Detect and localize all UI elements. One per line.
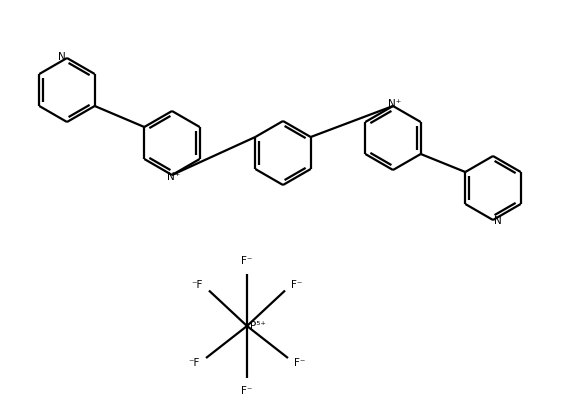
- Text: N⁺: N⁺: [388, 99, 402, 109]
- Text: F⁻: F⁻: [294, 358, 306, 368]
- Text: F⁻: F⁻: [291, 280, 302, 290]
- Text: N: N: [494, 216, 502, 226]
- Text: P⁵⁺: P⁵⁺: [250, 321, 266, 331]
- Text: N⁺: N⁺: [168, 172, 181, 182]
- Text: F⁻: F⁻: [241, 256, 253, 266]
- Text: ⁻F: ⁻F: [188, 358, 200, 368]
- Text: N: N: [58, 52, 66, 62]
- Text: F⁻: F⁻: [241, 386, 253, 396]
- Text: ⁻F: ⁻F: [192, 280, 203, 290]
